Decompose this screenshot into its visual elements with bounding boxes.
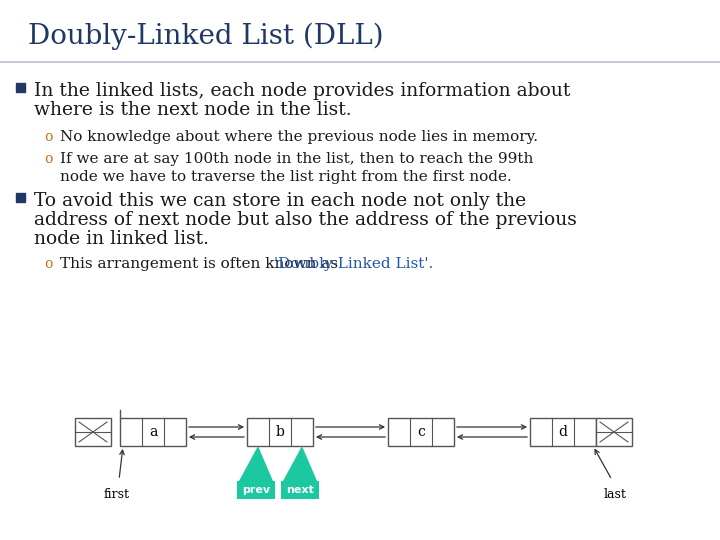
Bar <box>530 418 596 446</box>
Text: o: o <box>44 257 53 271</box>
Bar <box>388 418 454 446</box>
Text: d: d <box>559 425 567 439</box>
Bar <box>596 418 632 446</box>
Text: address of next node but also the address of the previous: address of next node but also the addres… <box>34 211 577 229</box>
Bar <box>247 418 313 446</box>
Text: No knowledge about where the previous node lies in memory.: No knowledge about where the previous no… <box>60 130 538 144</box>
Text: prev: prev <box>242 485 270 495</box>
Text: In the linked lists, each node provides information about: In the linked lists, each node provides … <box>34 82 570 100</box>
Text: Doubly-Linked List (DLL): Doubly-Linked List (DLL) <box>28 22 384 50</box>
Text: node in linked list.: node in linked list. <box>34 230 209 248</box>
Text: o: o <box>44 130 53 144</box>
Bar <box>16 83 25 92</box>
Text: a: a <box>149 425 157 439</box>
Text: b: b <box>276 425 284 439</box>
Bar <box>237 481 275 499</box>
Text: If we are at say 100th node in the list, then to reach the 99th: If we are at say 100th node in the list,… <box>60 152 534 166</box>
Text: node we have to traverse the list right from the first node.: node we have to traverse the list right … <box>60 170 512 184</box>
Text: first: first <box>104 488 130 501</box>
Bar <box>281 481 319 499</box>
Text: 'Doubly-Linked List'.: 'Doubly-Linked List'. <box>274 257 433 271</box>
Polygon shape <box>283 446 317 481</box>
Bar <box>120 418 186 446</box>
Bar <box>75 418 111 446</box>
Text: next: next <box>286 485 314 495</box>
Text: where is the next node in the list.: where is the next node in the list. <box>34 101 351 119</box>
Text: c: c <box>417 425 425 439</box>
Polygon shape <box>239 446 273 481</box>
Text: This arrangement is often known as: This arrangement is often known as <box>60 257 343 271</box>
Text: To avoid this we can store in each node not only the: To avoid this we can store in each node … <box>34 192 526 210</box>
Text: o: o <box>44 152 53 166</box>
Text: last: last <box>603 488 626 501</box>
Bar <box>16 193 25 202</box>
